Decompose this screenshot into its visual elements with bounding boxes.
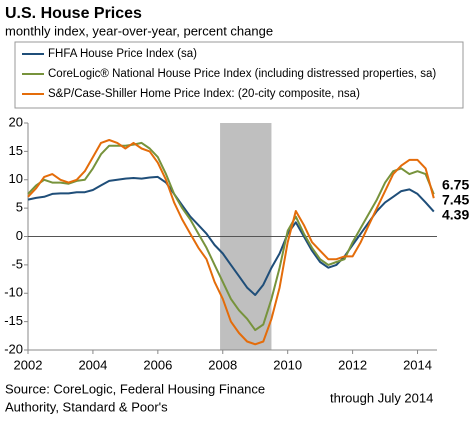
y-tick-label: 15 — [9, 143, 23, 158]
legend-label: S&P/Case-Shiller Home Price Index: (20-c… — [48, 88, 360, 100]
legend-label: CoreLogic® National House Price Index (i… — [48, 68, 436, 80]
x-tick-label: 2012 — [338, 357, 367, 372]
series-line — [27, 141, 435, 332]
x-tick-label: 2004 — [78, 357, 107, 372]
x-tick-label: 2014 — [403, 357, 432, 372]
chart-title: U.S. House Prices — [5, 5, 142, 22]
chart-subtitle: monthly index, year-over-year, percent c… — [5, 23, 273, 38]
end-label: 6.75 — [442, 177, 469, 193]
legend-box — [14, 41, 464, 109]
y-tick-label: -5 — [11, 256, 23, 271]
y-tick-label: -10 — [4, 285, 23, 300]
y-tick-label: -20 — [4, 341, 23, 356]
source-line: Authority, Standard & Poor's — [5, 399, 168, 414]
note: through July 2014 — [330, 390, 433, 405]
x-tick-label: 2006 — [143, 357, 172, 372]
legend-label: FHFA House Price Index (sa) — [48, 48, 197, 60]
x-tick-label: 2010 — [273, 357, 302, 372]
series-line — [27, 139, 435, 346]
source-line: Source: CoreLogic, Federal Housing Finan… — [5, 381, 265, 396]
y-tick-label: 0 — [16, 228, 23, 243]
end-label: 7.45 — [442, 192, 469, 208]
y-tick-label: 5 — [16, 200, 23, 215]
y-tick-label: 20 — [9, 114, 23, 129]
y-tick-label: -15 — [4, 313, 23, 328]
end-label: 4.39 — [442, 207, 469, 223]
y-tick-label: 10 — [9, 171, 23, 186]
x-tick-label: 2008 — [208, 357, 237, 372]
x-tick-label: 2002 — [14, 357, 43, 372]
series-line — [27, 175, 435, 296]
